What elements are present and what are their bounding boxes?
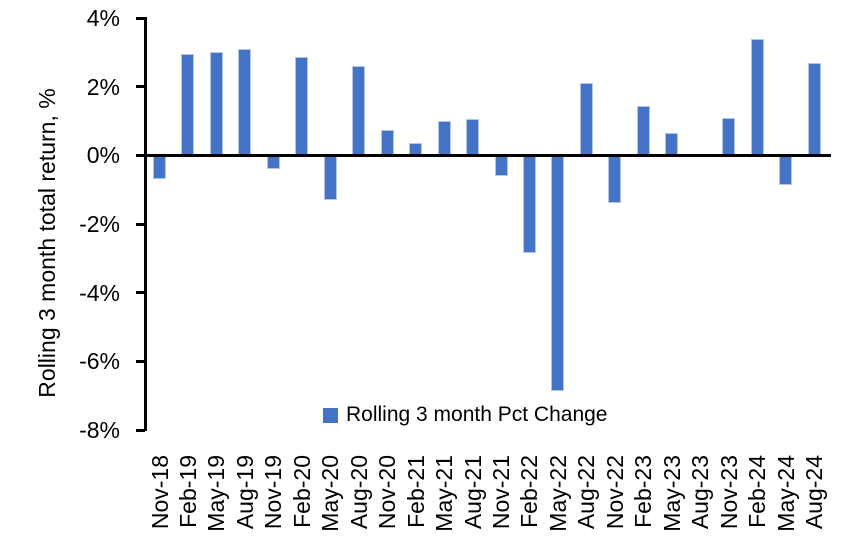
- y-tick: [136, 359, 145, 363]
- x-tick-label: May-23: [658, 455, 685, 532]
- bar: [209, 52, 223, 156]
- x-tick-label: May-21: [431, 455, 458, 532]
- x-tick-label: Nov-21: [488, 455, 515, 530]
- x-tick-label: Aug-20: [345, 455, 372, 530]
- y-tick-label: 0%: [86, 142, 120, 169]
- bar: [295, 57, 309, 156]
- legend: Rolling 3 month Pct Change: [323, 403, 608, 427]
- legend-label: Rolling 3 month Pct Change: [346, 403, 608, 426]
- bar: [551, 155, 565, 391]
- y-tick-label: -6%: [79, 348, 120, 375]
- y-tick-label: -8%: [79, 417, 120, 443]
- bar: [636, 105, 650, 156]
- x-tick-label: Nov-20: [374, 455, 401, 530]
- y-tick: [136, 16, 145, 20]
- bar: [466, 119, 480, 156]
- x-tick-label: May-22: [544, 455, 571, 532]
- x-tick-label: Aug-23: [687, 455, 714, 530]
- y-tick: [136, 222, 145, 226]
- x-tick-label: Feb-24: [744, 455, 771, 528]
- bar: [494, 155, 508, 176]
- x-tick-label: May-20: [317, 455, 344, 532]
- x-tick-label: Nov-22: [601, 455, 628, 530]
- y-tick-label: 4%: [86, 5, 120, 31]
- y-tick: [136, 153, 145, 157]
- x-tick-label: Aug-19: [231, 455, 258, 530]
- bar: [807, 62, 821, 156]
- bar: [579, 83, 593, 156]
- bar: [608, 155, 622, 204]
- y-tick: [136, 428, 145, 432]
- x-tick-label: Aug-24: [801, 455, 828, 530]
- bar: [266, 155, 280, 170]
- x-tick-label: Aug-21: [459, 455, 486, 530]
- y-tick: [136, 85, 145, 89]
- x-axis-zero-line: [144, 154, 831, 157]
- x-tick-label: Nov-19: [260, 455, 287, 530]
- bar: [153, 155, 166, 180]
- x-tick-label: May-24: [772, 455, 799, 532]
- bar: [181, 54, 195, 156]
- bar: [722, 117, 736, 156]
- x-tick-label: Nov-23: [715, 455, 742, 530]
- bar: [323, 155, 337, 200]
- bar: [437, 121, 451, 156]
- bar: [779, 155, 793, 185]
- x-tick-label: Feb-21: [402, 455, 429, 528]
- x-tick-label: Feb-20: [288, 455, 315, 528]
- x-tick-label: Nov-18: [146, 455, 173, 530]
- x-tick-label: Feb-19: [174, 455, 201, 528]
- bar: [750, 38, 764, 156]
- x-tick-label: May-19: [203, 455, 230, 532]
- y-tick-label: 2%: [86, 73, 120, 100]
- x-tick-label: Aug-22: [573, 455, 600, 530]
- y-tick-label: -2%: [79, 211, 120, 237]
- legend-marker-icon: [323, 407, 338, 423]
- x-tick-label: Feb-23: [630, 455, 657, 528]
- bar: [352, 66, 366, 156]
- bar: [665, 133, 679, 156]
- bar: [238, 48, 252, 156]
- bar: [380, 129, 394, 156]
- y-axis-line: [144, 17, 147, 431]
- y-tick-label: -4%: [79, 279, 120, 306]
- bar: [522, 155, 536, 254]
- x-tick-label: Feb-22: [516, 455, 543, 528]
- y-tick: [136, 291, 145, 295]
